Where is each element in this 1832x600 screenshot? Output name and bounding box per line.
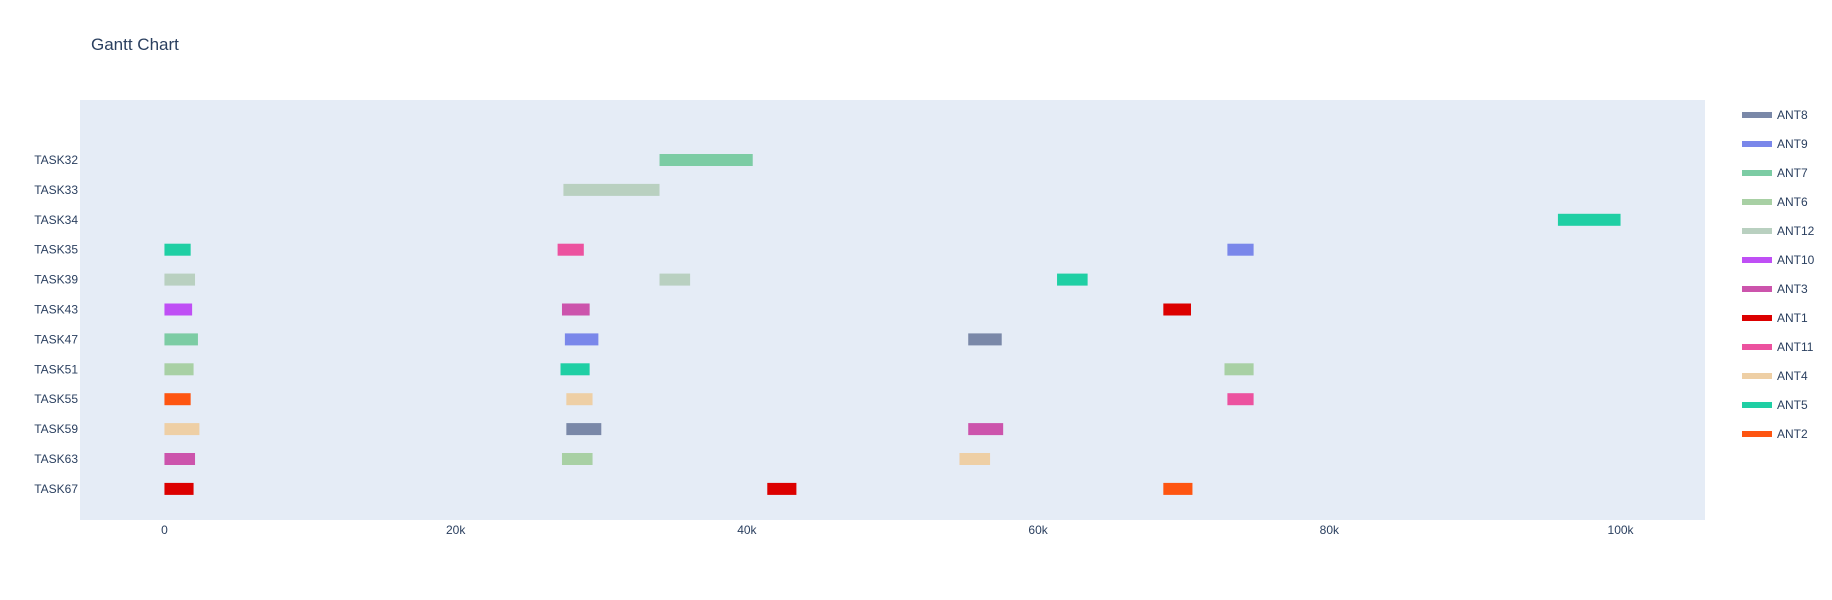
legend-item-ant1[interactable]: ANT1 (1742, 311, 1808, 325)
legend-label: ANT6 (1777, 195, 1808, 209)
legend-item-ant9[interactable]: ANT9 (1742, 137, 1808, 151)
legend: ANT8 ANT9 ANT7 ANT6 ANT12 ANT10 ANT3 ANT1 ANT11 A… (1742, 108, 1815, 441)
legend-label: ANT8 (1777, 108, 1808, 122)
gantt-bar-task39-ant5[interactable] (1057, 273, 1088, 286)
gantt-bar-task55-ant4[interactable] (566, 393, 593, 406)
gantt-bar-task47-ant8[interactable] (968, 333, 1002, 346)
gantt-bar-task67-ant1[interactable] (164, 482, 194, 495)
gantt-bar-task35-ant5[interactable] (164, 243, 191, 256)
gantt-bar-task63-ant3[interactable] (164, 453, 196, 465)
legend-swatch (1742, 170, 1772, 176)
legend-swatch (1742, 199, 1772, 205)
gantt-bar-task51-ant6[interactable] (1224, 363, 1254, 376)
gantt-bar-task59-ant8[interactable] (566, 423, 602, 436)
gantt-bar-task43-ant3[interactable] (561, 303, 590, 316)
y-tick-label: TASK43 (34, 303, 78, 317)
gantt-bar-task59-ant4[interactable] (164, 423, 200, 436)
legend-swatch (1742, 112, 1772, 118)
y-tick-label: TASK63 (34, 452, 78, 466)
legend-item-ant4[interactable]: ANT4 (1742, 369, 1808, 383)
gantt-bar-task35-ant9[interactable] (1227, 243, 1254, 256)
x-tick-label: 60k (1028, 523, 1048, 537)
y-tick-label: TASK34 (34, 213, 78, 227)
legend-swatch (1742, 344, 1772, 350)
y-tick-label: TASK47 (34, 332, 78, 346)
gantt-bar-task55-ant11[interactable] (1227, 393, 1254, 406)
legend-swatch (1742, 228, 1772, 234)
legend-label: ANT9 (1777, 137, 1808, 151)
gantt-bar-task59-ant3[interactable] (968, 423, 1004, 436)
plot-area (80, 100, 1705, 520)
x-tick-label: 100k (1608, 523, 1635, 537)
legend-label: ANT3 (1777, 282, 1808, 296)
gantt-bar-task47-ant9[interactable] (564, 333, 599, 346)
y-tick-label: TASK55 (34, 392, 78, 406)
y-tick-label: TASK59 (34, 422, 78, 436)
x-tick-label: 80k (1320, 523, 1340, 537)
bars-layer (164, 154, 1621, 495)
legend-label: ANT4 (1777, 369, 1808, 383)
legend-label: ANT7 (1777, 166, 1808, 180)
gantt-bar-task51-ant6[interactable] (164, 363, 194, 376)
legend-swatch (1742, 141, 1772, 147)
gantt-bar-task51-ant5[interactable] (560, 363, 590, 376)
gantt-bar-task67-ant2[interactable] (1163, 482, 1193, 495)
legend-swatch (1742, 373, 1772, 379)
x-tick-label: 20k (446, 523, 466, 537)
legend-item-ant6[interactable]: ANT6 (1742, 195, 1808, 209)
legend-label: ANT2 (1777, 427, 1808, 441)
legend-item-ant12[interactable]: ANT12 (1742, 224, 1815, 238)
legend-item-ant8[interactable]: ANT8 (1742, 108, 1808, 122)
legend-label: ANT1 (1777, 311, 1808, 325)
gantt-bar-task39-ant12[interactable] (164, 273, 196, 286)
legend-swatch (1742, 431, 1772, 437)
gantt-bar-task43-ant1[interactable] (1163, 303, 1191, 316)
gantt-bar-task33-ant12[interactable] (563, 183, 660, 196)
gantt-bar-task32-ant7[interactable] (659, 154, 753, 166)
chart-title: Gantt Chart (91, 35, 179, 54)
gantt-bar-task55-ant2[interactable] (164, 393, 191, 406)
x-tick-label: 0 (161, 523, 168, 537)
legend-item-ant7[interactable]: ANT7 (1742, 166, 1808, 180)
y-tick-label: TASK51 (34, 362, 78, 376)
legend-item-ant3[interactable]: ANT3 (1742, 282, 1808, 296)
y-tick-label: TASK67 (34, 482, 78, 496)
legend-label: ANT11 (1777, 340, 1814, 354)
y-tick-label: TASK33 (34, 183, 78, 197)
y-tick-label: TASK32 (34, 153, 78, 167)
legend-label: ANT5 (1777, 398, 1808, 412)
y-tick-label: TASK39 (34, 273, 78, 287)
gantt-bar-task34-ant5[interactable] (1557, 213, 1621, 226)
legend-item-ant11[interactable]: ANT11 (1742, 340, 1814, 354)
legend-label: ANT10 (1777, 253, 1815, 267)
legend-item-ant10[interactable]: ANT10 (1742, 253, 1815, 267)
gantt-bar-task67-ant1[interactable] (767, 482, 797, 495)
gantt-bar-task63-ant4[interactable] (959, 453, 991, 465)
y-axis: TASK32 TASK33 TASK34 TASK35 TASK39 TASK43 TASK… (34, 153, 78, 496)
gantt-bar-task63-ant6[interactable] (561, 453, 593, 465)
legend-swatch (1742, 402, 1772, 408)
gantt-bar-task39-ant12[interactable] (659, 273, 691, 286)
legend-label: ANT12 (1777, 224, 1815, 238)
gantt-bar-task35-ant11[interactable] (557, 243, 584, 256)
gantt-bar-task47-ant7[interactable] (164, 333, 198, 346)
gantt-bar-task43-ant10[interactable] (164, 303, 193, 316)
y-tick-label: TASK35 (34, 243, 78, 257)
legend-item-ant5[interactable]: ANT5 (1742, 398, 1808, 412)
legend-swatch (1742, 315, 1772, 321)
x-axis: 0 20k 40k 60k 80k 100k (161, 523, 1634, 537)
legend-item-ant2[interactable]: ANT2 (1742, 427, 1808, 441)
x-tick-label: 40k (737, 523, 757, 537)
legend-swatch (1742, 257, 1772, 263)
legend-swatch (1742, 286, 1772, 292)
